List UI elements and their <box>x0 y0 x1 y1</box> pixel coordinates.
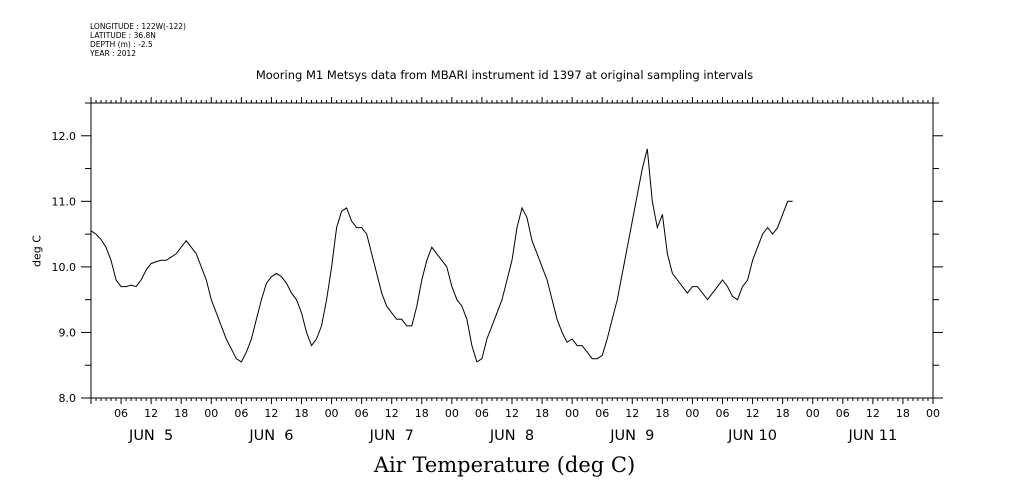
x-tick-label: 06 <box>836 407 850 420</box>
y-tick-label: 11.0 <box>52 195 77 208</box>
y-tick-label: 9.0 <box>59 326 77 339</box>
x-tick-label: 06 <box>716 407 730 420</box>
y-tick-label: 12.0 <box>52 130 77 143</box>
x-tick-label: 18 <box>174 407 188 420</box>
x-tick-label: 12 <box>264 407 278 420</box>
day-label: JUN 6 <box>248 428 293 444</box>
depth-label: DEPTH (m) : -2.5 <box>90 40 153 49</box>
x-tick-label: 12 <box>746 407 760 420</box>
series-line <box>90 148 793 363</box>
longitude-label: LONGITUDE : 122W(-122) <box>90 22 186 31</box>
day-label: JUN 11 <box>847 428 897 444</box>
x-tick-label: 00 <box>445 407 459 420</box>
x-tick-label: 18 <box>535 407 549 420</box>
year-label: YEAR : 2012 <box>90 49 137 58</box>
day-label: JUN 10 <box>727 428 777 444</box>
x-tick-label: 00 <box>806 407 820 420</box>
day-label: JUN 8 <box>489 428 534 444</box>
chart-title: Mooring M1 Metsys data from MBARI instru… <box>255 68 754 82</box>
day-label: JUN 7 <box>369 428 414 444</box>
x-tick-label: 18 <box>896 407 910 420</box>
latitude-label: LATITUDE : 36.8N <box>90 31 156 40</box>
y-tick-label: 10.0 <box>52 261 77 274</box>
x-tick-label: 12 <box>385 407 399 420</box>
x-tick-label: 18 <box>295 407 309 420</box>
x-tick-label: 00 <box>685 407 699 420</box>
x-tick-label: 00 <box>204 407 218 420</box>
x-tick-label: 18 <box>415 407 429 420</box>
x-tick-label: 06 <box>475 407 489 420</box>
x-tick-label: 00 <box>926 407 940 420</box>
x-tick-label: 12 <box>505 407 519 420</box>
plot-frame <box>90 102 934 399</box>
x-tick-label: 18 <box>655 407 669 420</box>
day-label: JUN 9 <box>609 428 654 444</box>
x-tick-label: 06 <box>114 407 128 420</box>
x-tick-label: 12 <box>866 407 880 420</box>
x-tick-label: 06 <box>234 407 248 420</box>
x-tick-label: 18 <box>776 407 790 420</box>
x-axis-label: Air Temperature (deg C) <box>373 453 636 477</box>
x-tick-label: 00 <box>565 407 579 420</box>
x-tick-label: 06 <box>355 407 369 420</box>
x-tick-label: 12 <box>625 407 639 420</box>
x-tick-label: 00 <box>325 407 339 420</box>
x-tick-label: 12 <box>144 407 158 420</box>
y-tick-label: 8.0 <box>59 392 77 405</box>
x-tick-label: 06 <box>595 407 609 420</box>
day-label: JUN 5 <box>128 428 173 444</box>
